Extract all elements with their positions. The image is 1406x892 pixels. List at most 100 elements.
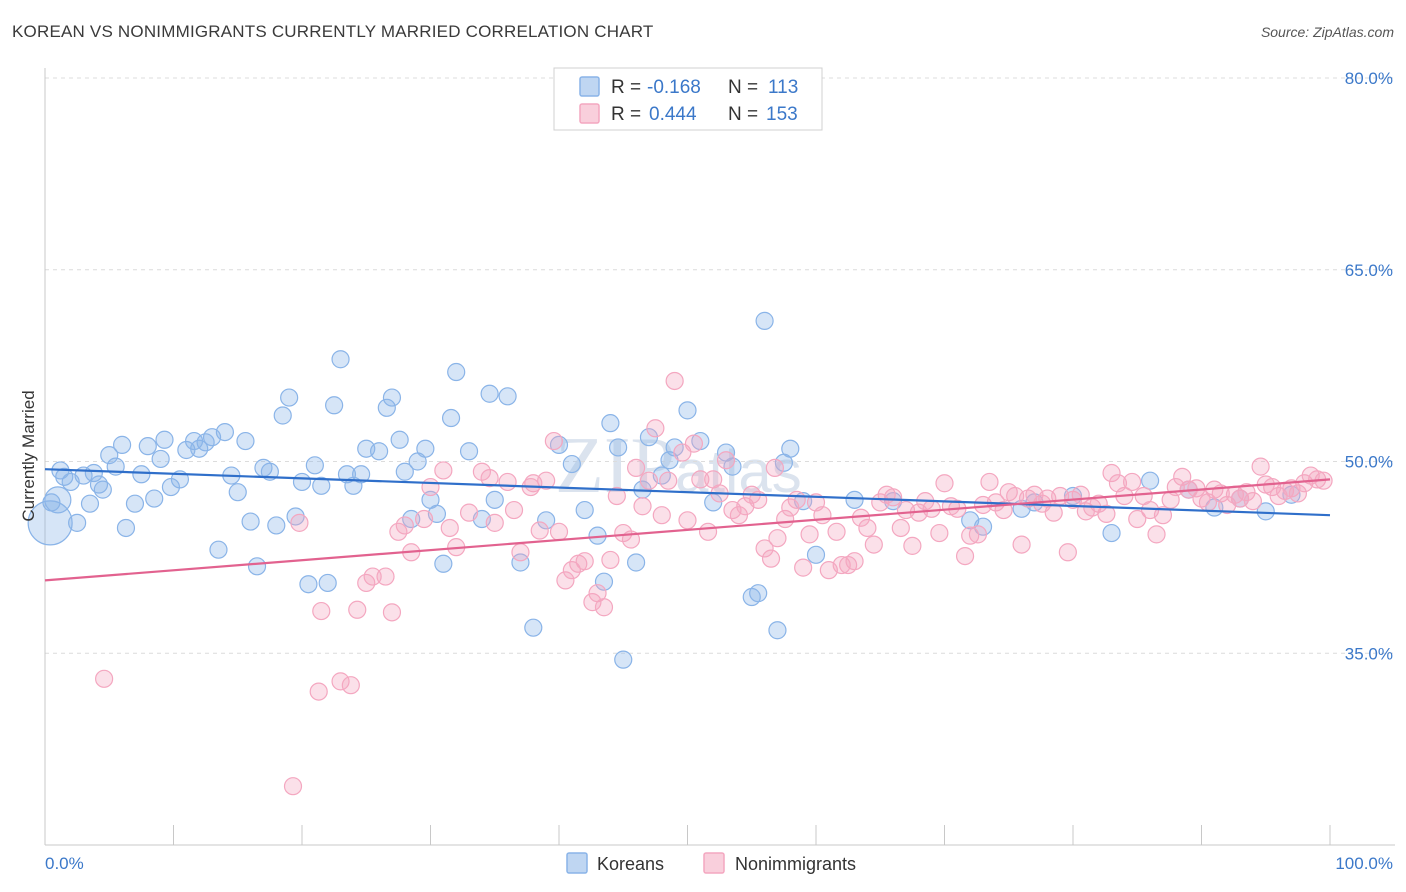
- point-nonimmigrants: [716, 451, 736, 470]
- stats-r-label-nonimmigrants: R =: [611, 104, 641, 125]
- point-koreans: [434, 554, 453, 573]
- point-nonimmigrants: [537, 471, 556, 490]
- point-koreans: [112, 435, 132, 454]
- point-nonimmigrants: [665, 371, 684, 391]
- point-nonimmigrants: [633, 497, 652, 516]
- point-koreans: [236, 431, 255, 451]
- point-koreans: [1102, 523, 1121, 543]
- point-nonimmigrants: [283, 777, 303, 796]
- point-nonimmigrants: [858, 518, 877, 538]
- point-nonimmigrants: [331, 672, 350, 691]
- point-koreans: [511, 553, 530, 572]
- point-nonimmigrants: [504, 500, 524, 520]
- point-nonimmigrants: [1123, 472, 1142, 492]
- point-koreans: [806, 545, 826, 564]
- point-koreans: [594, 572, 614, 591]
- point-koreans: [280, 388, 299, 407]
- point-koreans: [209, 540, 228, 559]
- point-koreans: [100, 446, 119, 465]
- point-nonimmigrants: [544, 431, 563, 451]
- point-koreans: [241, 512, 260, 531]
- point-koreans: [390, 430, 409, 449]
- point-nonimmigrants: [414, 509, 434, 529]
- point-nonimmigrants: [1147, 525, 1166, 544]
- point-koreans: [626, 553, 646, 572]
- stats-legend: R = -0.168 N = 113 R = 0.444 N = 153: [553, 67, 823, 131]
- point-koreans: [485, 490, 504, 509]
- koreans-swatch: [579, 76, 600, 97]
- point-nonimmigrants: [1237, 483, 1256, 502]
- point-nonimmigrants: [864, 535, 883, 554]
- gridlines: [45, 77, 1395, 654]
- point-nonimmigrants: [498, 472, 517, 492]
- point-nonimmigrants: [309, 682, 328, 701]
- y-tick-label: 80.0%: [1345, 69, 1393, 88]
- point-nonimmigrants: [659, 471, 678, 490]
- point-nonimmigrants: [480, 469, 499, 488]
- point-nonimmigrants: [883, 488, 903, 507]
- point-koreans: [377, 398, 396, 417]
- point-nonimmigrants: [794, 558, 813, 577]
- point-koreans: [312, 476, 331, 495]
- point-koreans: [395, 462, 414, 481]
- point-nonimmigrants: [768, 529, 787, 548]
- point-nonimmigrants: [930, 523, 949, 543]
- point-koreans: [678, 401, 697, 420]
- point-koreans: [125, 494, 145, 513]
- point-nonimmigrants: [556, 571, 575, 590]
- stats-n-value-nonimmigrants: 153: [766, 104, 798, 125]
- legend-koreans-label: Koreans: [597, 854, 664, 874]
- y-tick-label: 50.0%: [1345, 453, 1393, 472]
- point-koreans: [84, 463, 103, 483]
- point-nonimmigrants: [922, 499, 941, 518]
- point-nonimmigrants: [341, 676, 360, 695]
- point-nonimmigrants: [845, 552, 864, 571]
- y-tick-label: 65.0%: [1345, 261, 1393, 280]
- point-koreans: [145, 489, 164, 508]
- point-koreans: [1256, 502, 1275, 521]
- stats-r-value-koreans: -0.168: [647, 77, 701, 98]
- point-nonimmigrants: [1153, 506, 1173, 525]
- point-nonimmigrants: [601, 550, 620, 570]
- point-koreans: [151, 449, 170, 469]
- point-koreans: [537, 511, 556, 530]
- point-nonimmigrants: [312, 601, 331, 621]
- chart-source: Source: ZipAtlas.com: [1260, 24, 1394, 40]
- point-nonimmigrants: [1243, 492, 1263, 511]
- point-koreans: [562, 454, 581, 474]
- point-nonimmigrants: [827, 522, 846, 541]
- x-tick-label-min: 0.0%: [45, 854, 84, 873]
- trend-line-koreans: [44, 468, 1331, 517]
- point-nonimmigrants: [459, 503, 479, 522]
- point-koreans: [370, 442, 389, 461]
- point-nonimmigrants: [1058, 543, 1077, 562]
- point-nonimmigrants: [575, 552, 594, 571]
- point-koreans: [116, 518, 136, 538]
- point-nonimmigrants: [1288, 484, 1307, 503]
- point-nonimmigrants: [935, 474, 954, 493]
- point-nonimmigrants: [626, 458, 646, 477]
- point-koreans: [93, 480, 112, 499]
- legend-koreans-swatch: [566, 852, 588, 874]
- point-koreans: [749, 584, 768, 603]
- axes: [44, 68, 1395, 846]
- point-koreans: [639, 428, 659, 447]
- point-nonimmigrants: [95, 669, 114, 688]
- point-koreans: [441, 408, 461, 428]
- point-koreans: [524, 618, 543, 637]
- point-koreans: [781, 439, 800, 458]
- point-nonimmigrants: [485, 513, 504, 532]
- point-nonimmigrants: [891, 518, 910, 538]
- point-nonimmigrants: [434, 461, 453, 480]
- data-points: [27, 311, 1333, 796]
- point-koreans: [845, 490, 864, 509]
- y-axis-title: Currently Married: [19, 390, 38, 521]
- point-nonimmigrants: [1097, 504, 1116, 524]
- point-koreans: [331, 350, 350, 369]
- point-koreans: [337, 465, 357, 484]
- point-nonimmigrants: [511, 543, 530, 562]
- stats-n-label-koreans: N =: [728, 77, 758, 98]
- point-koreans: [273, 406, 292, 425]
- point-nonimmigrants: [678, 511, 697, 530]
